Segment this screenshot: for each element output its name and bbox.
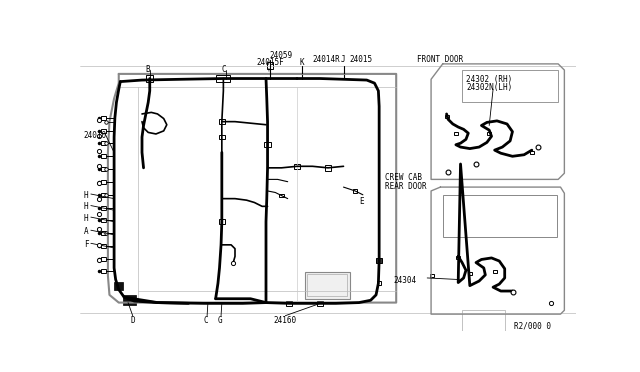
- Polygon shape: [114, 282, 124, 289]
- Text: H: H: [84, 202, 88, 212]
- Polygon shape: [101, 231, 106, 235]
- Text: B: B: [146, 65, 150, 74]
- Text: 24304: 24304: [394, 276, 417, 285]
- Polygon shape: [101, 167, 106, 171]
- Text: J: J: [340, 55, 345, 64]
- Polygon shape: [317, 301, 323, 306]
- Text: 24015: 24015: [349, 55, 373, 64]
- Polygon shape: [454, 132, 458, 135]
- Polygon shape: [430, 274, 434, 277]
- Polygon shape: [377, 281, 381, 285]
- Text: C: C: [204, 317, 209, 326]
- Polygon shape: [219, 119, 225, 124]
- Polygon shape: [445, 115, 449, 118]
- Text: 24014R: 24014R: [312, 55, 340, 64]
- Text: D: D: [131, 317, 135, 326]
- Polygon shape: [101, 154, 106, 158]
- Text: 24302 (RH): 24302 (RH): [466, 75, 512, 84]
- Polygon shape: [101, 129, 106, 133]
- Polygon shape: [101, 257, 106, 261]
- Text: G: G: [218, 317, 223, 326]
- Polygon shape: [376, 257, 382, 263]
- Polygon shape: [493, 270, 497, 273]
- Polygon shape: [286, 301, 292, 306]
- Text: CREW CAB: CREW CAB: [385, 173, 422, 182]
- Polygon shape: [279, 194, 284, 198]
- Polygon shape: [101, 141, 106, 145]
- Polygon shape: [530, 151, 534, 154]
- Polygon shape: [123, 295, 136, 305]
- Text: E: E: [359, 197, 364, 206]
- Polygon shape: [101, 193, 106, 197]
- Text: REAR DOOR: REAR DOOR: [385, 182, 426, 191]
- Polygon shape: [216, 76, 230, 81]
- Polygon shape: [294, 164, 300, 169]
- Text: H: H: [84, 191, 88, 200]
- Polygon shape: [305, 272, 349, 299]
- Polygon shape: [456, 256, 460, 260]
- Polygon shape: [101, 218, 106, 222]
- Text: C: C: [222, 65, 227, 74]
- Polygon shape: [219, 135, 225, 140]
- Text: 24010: 24010: [84, 131, 107, 140]
- Text: K: K: [300, 58, 304, 67]
- Polygon shape: [219, 219, 225, 224]
- Polygon shape: [353, 189, 358, 193]
- Polygon shape: [101, 206, 106, 210]
- Polygon shape: [468, 272, 472, 275]
- Text: 24160: 24160: [274, 317, 297, 326]
- Text: FRONT DOOR: FRONT DOOR: [417, 55, 463, 64]
- Text: F: F: [84, 240, 88, 249]
- Text: R2/000 0: R2/000 0: [514, 322, 551, 331]
- Polygon shape: [101, 269, 106, 273]
- Text: |||: |||: [268, 68, 271, 72]
- Text: 24059: 24059: [269, 51, 292, 60]
- Polygon shape: [101, 180, 106, 184]
- Polygon shape: [264, 142, 271, 147]
- Polygon shape: [101, 116, 106, 120]
- Polygon shape: [147, 76, 153, 81]
- Polygon shape: [325, 165, 331, 170]
- Text: 24302N(LH): 24302N(LH): [466, 83, 512, 92]
- Polygon shape: [487, 132, 491, 135]
- Text: H: H: [84, 214, 88, 223]
- Text: A: A: [84, 227, 88, 236]
- Text: 24015F: 24015F: [257, 58, 284, 67]
- Polygon shape: [101, 244, 106, 248]
